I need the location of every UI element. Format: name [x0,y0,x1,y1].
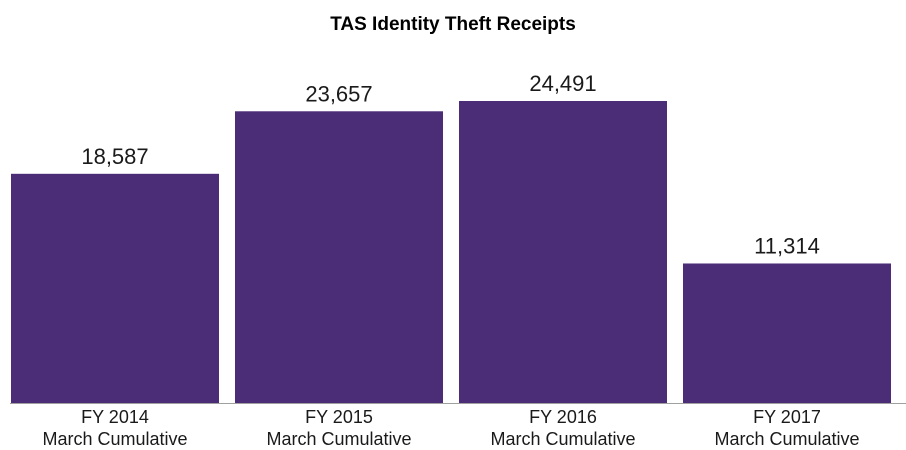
x-tick-label: FY 2014 [81,407,149,427]
x-tick-label: FY 2017 [753,407,821,427]
x-tick-label: FY 2015 [305,407,373,427]
x-tick-label: FY 2016 [529,407,597,427]
bar [11,173,219,403]
x-tick-label: March Cumulative [266,429,411,449]
x-tick-label: March Cumulative [714,429,859,449]
x-tick-label: March Cumulative [42,429,187,449]
value-labels-group: 18,587 23,657 24,491 11,314 [81,71,819,258]
bar-value-label: 23,657 [305,81,372,106]
bar [459,101,667,403]
bar-value-label: 18,587 [81,144,148,169]
bar [683,263,891,403]
bar-value-label: 11,314 [754,233,820,258]
x-tick-label: March Cumulative [490,429,635,449]
bar-value-label: 24,491 [529,71,596,96]
bar [235,111,443,403]
chart-title: TAS Identity Theft Receipts [330,14,576,35]
bars-group [11,101,891,403]
